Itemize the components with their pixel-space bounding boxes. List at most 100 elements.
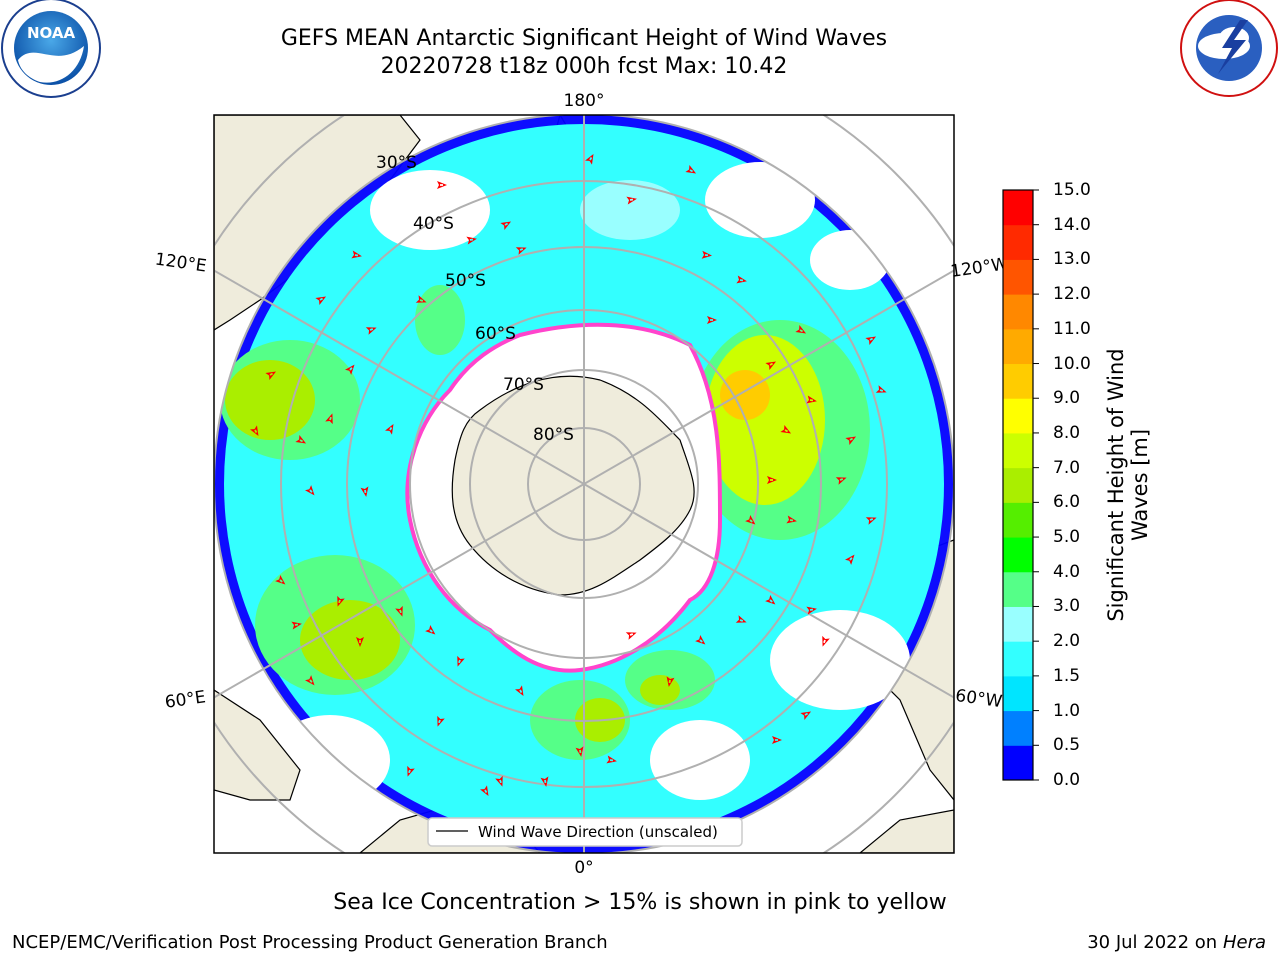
chart-title: GEFS MEAN Antarctic Significant Height o… bbox=[280, 26, 888, 51]
noaa-logo-icon: NOAA bbox=[1, 0, 101, 98]
colorbar-tick-label: 0.5 bbox=[1053, 735, 1081, 756]
colorbar-tick-label: 6.0 bbox=[1053, 492, 1081, 513]
wave-direction-arrow bbox=[315, 296, 327, 305]
colorbar-tick-label: 14.0 bbox=[1053, 214, 1091, 235]
wave-direction-arrow bbox=[425, 625, 436, 635]
lon-label-120w: 120°W bbox=[949, 254, 1009, 282]
colorbar-tick-label: 10.0 bbox=[1053, 353, 1091, 374]
colorbar-tick-label: 8.0 bbox=[1053, 422, 1081, 443]
wave-direction-arrow bbox=[466, 236, 477, 245]
colorbar-segment bbox=[1003, 363, 1033, 399]
colorbar bbox=[1002, 189, 1039, 781]
wave-direction-arrow bbox=[765, 361, 777, 370]
colorbar-segment bbox=[1003, 294, 1033, 330]
colorbar-segment bbox=[1003, 467, 1033, 503]
wave-direction-arrow bbox=[786, 515, 797, 524]
sea-ice-note: Sea Ice Concentration > 15% is shown in … bbox=[333, 890, 947, 915]
lon-label-0: 0° bbox=[574, 858, 593, 878]
lat-label-50s: 50°S bbox=[445, 271, 486, 291]
antarctica-land bbox=[451, 375, 695, 596]
lon-label-180: 180° bbox=[564, 91, 605, 111]
wave-direction-arrow bbox=[515, 685, 524, 697]
map-legend: Wind Wave Direction (unscaled) bbox=[427, 817, 743, 847]
wave-direction-arrow bbox=[351, 250, 362, 259]
latitude-labels: 30°S 40°S 50°S 60°S 70°S 80°S bbox=[376, 153, 574, 445]
colorbar-tick-label: 15.0 bbox=[1053, 180, 1091, 200]
wave-direction-arrows bbox=[250, 153, 887, 797]
colorbar-tick-label: 1.5 bbox=[1053, 665, 1081, 686]
wave-direction-arrow bbox=[265, 371, 277, 380]
colorbar-segment bbox=[1003, 745, 1033, 781]
lon-label-60w: 60°W bbox=[954, 686, 1003, 712]
map-frame bbox=[213, 114, 955, 854]
lon-label-120e: 120°E bbox=[154, 250, 208, 277]
nws-logo-icon bbox=[1180, 0, 1278, 97]
wave-direction-arrow bbox=[291, 621, 302, 630]
lat-label-40s: 40°S bbox=[413, 214, 454, 234]
credit-line: NCEP/EMC/Verification Post Processing Pr… bbox=[12, 932, 608, 953]
wave-direction-arrow bbox=[606, 755, 617, 764]
colorbar-tick-label: 12.0 bbox=[1053, 284, 1091, 305]
wave-direction-arrow bbox=[337, 595, 345, 607]
colorbar-segment bbox=[1003, 259, 1033, 295]
lat-label-30s: 30°S bbox=[376, 153, 417, 173]
colorbar-segment bbox=[1003, 537, 1033, 573]
colorbar-segment bbox=[1003, 224, 1033, 260]
wave-direction-arrow bbox=[806, 606, 817, 615]
colorbar-segment bbox=[1003, 571, 1033, 607]
legend-label: Wind Wave Direction (unscaled) bbox=[478, 823, 718, 841]
generation-date: 30 Jul 2022 on Hera bbox=[1087, 932, 1266, 953]
wave-direction-arrow bbox=[515, 247, 527, 255]
wave-direction-arrow bbox=[835, 477, 847, 485]
colorbar-segment bbox=[1003, 502, 1033, 538]
wave-direction-arrow bbox=[780, 425, 792, 434]
wave-direction-arrow bbox=[685, 165, 697, 174]
wave-direction-arrow bbox=[625, 632, 637, 640]
colorbar-segment bbox=[1003, 641, 1033, 677]
wave-direction-arrow bbox=[701, 250, 712, 259]
lat-label-80s: 80°S bbox=[533, 425, 574, 445]
wave-direction-arrow bbox=[295, 435, 307, 444]
wave-direction-arrow bbox=[437, 715, 445, 727]
colorbar-tick-label: 5.0 bbox=[1053, 527, 1081, 548]
wave-direction-arrow bbox=[360, 486, 369, 497]
lat-label-60s: 60°S bbox=[475, 324, 516, 344]
colorbar-segment bbox=[1003, 675, 1033, 712]
wave-direction-arrow bbox=[305, 675, 315, 686]
wave-direction-arrow bbox=[305, 485, 315, 496]
wave-direction-arrow bbox=[765, 595, 776, 605]
wave-direction-arrow bbox=[415, 295, 427, 303]
wave-direction-arrow bbox=[772, 736, 782, 744]
colorbar-segment bbox=[1003, 606, 1033, 642]
colorbar-tick-label: 7.0 bbox=[1053, 457, 1081, 478]
lat-label-70s: 70°S bbox=[503, 375, 544, 395]
colorbar-tick-label: 3.0 bbox=[1053, 596, 1081, 617]
lon-label-60e: 60°E bbox=[164, 687, 207, 712]
colorbar-segment bbox=[1003, 190, 1033, 226]
wave-direction-arrow bbox=[795, 325, 807, 334]
wave-direction-arrow bbox=[275, 575, 286, 585]
colorbar-segment bbox=[1003, 328, 1033, 365]
colorbar-segment bbox=[1003, 398, 1033, 434]
colorbar-title-line2: Waves [m] bbox=[1128, 428, 1152, 542]
wave-direction-arrow bbox=[736, 275, 747, 284]
colorbar-segment bbox=[1003, 432, 1033, 469]
colorbar-tick-label: 11.0 bbox=[1053, 318, 1091, 339]
wave-direction-arrow bbox=[575, 746, 584, 757]
wave-direction-arrow bbox=[345, 364, 355, 375]
wave-direction-arrow bbox=[407, 765, 415, 777]
wave-direction-arrow bbox=[875, 385, 887, 393]
colorbar-segment bbox=[1003, 710, 1033, 746]
wave-direction-arrow bbox=[845, 436, 857, 445]
wave-direction-arrow bbox=[325, 413, 333, 425]
wave-direction-arrow bbox=[395, 605, 403, 617]
wave-direction-arrow bbox=[500, 221, 512, 230]
wave-direction-arrow bbox=[626, 196, 637, 205]
graticule bbox=[214, 115, 954, 853]
colorbar-tick-label: 13.0 bbox=[1053, 249, 1091, 270]
wave-direction-arrow bbox=[585, 153, 594, 165]
wave-direction-arrow bbox=[735, 615, 747, 623]
wave-direction-arrow bbox=[822, 635, 830, 647]
wave-direction-arrow bbox=[365, 327, 377, 335]
